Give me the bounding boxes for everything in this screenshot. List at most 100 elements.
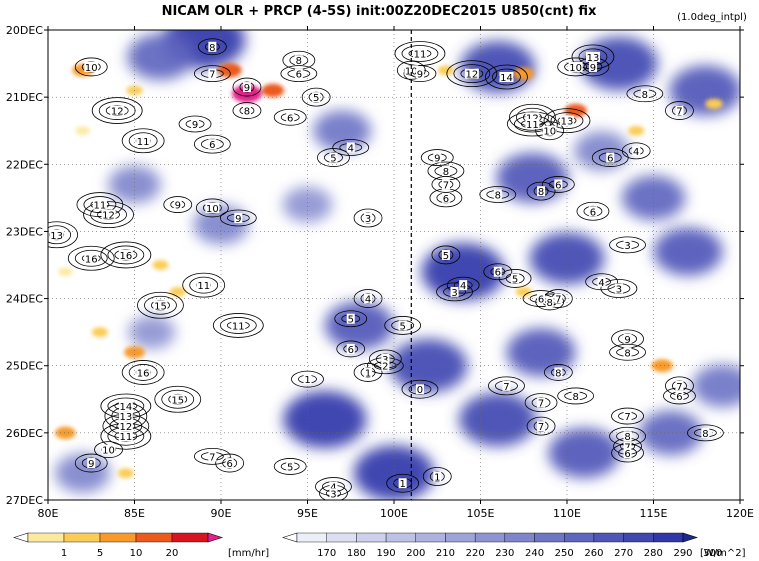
- contour-label-74: 3: [624, 241, 630, 252]
- u850-contour-64-1: [420, 149, 454, 166]
- olr-blob-21: [639, 410, 703, 456]
- u850-contour-44-1: [193, 447, 231, 465]
- contour-label-bg-44: [208, 451, 217, 462]
- contour-label-50: 11: [414, 50, 427, 61]
- u850-contour-98-1: [687, 424, 724, 442]
- contour-label-6: 8: [244, 107, 250, 118]
- x-tick-label-0: 80E: [38, 507, 59, 520]
- precip-colorbar-label-0: 1: [61, 548, 67, 559]
- u850-contour-49-1: [386, 473, 420, 493]
- u850-contour-16-1: [83, 196, 117, 213]
- precip-blob-12: [91, 327, 109, 337]
- u850-contour-45-1: [215, 453, 245, 473]
- contour-label-bg-20: [234, 213, 243, 223]
- contour-label-bg-9: [312, 92, 321, 103]
- u850-contour-15-1: [353, 208, 383, 228]
- contour-label-bg-84: [545, 296, 554, 307]
- contour-label-40: 12: [119, 422, 132, 433]
- x-tick-label-3: 95E: [297, 507, 318, 520]
- contour-label-78: 6: [495, 268, 501, 279]
- x-axis: 80E 85E 90E 95E 100E 105E 110E 115E 120E: [38, 26, 754, 520]
- contour-label-48: 3: [330, 489, 336, 500]
- u850-contour-46-1: [273, 458, 307, 475]
- olr-colorbar-end-low: [282, 532, 298, 543]
- u850-contour-53-2: [446, 60, 498, 88]
- u850-contour-11-2: [91, 97, 143, 124]
- precip-colorbar-label-1: 5: [97, 548, 103, 559]
- contour-label-45: 6: [226, 459, 232, 470]
- contour-label-27: 4: [365, 295, 371, 306]
- contour-label-7: 8: [296, 56, 302, 67]
- olr-colorbar-seg-8: [534, 532, 565, 543]
- u850-contour-58-1: [550, 112, 584, 130]
- contour-label-bg-14: [346, 142, 355, 153]
- contour-label-bg-79: [511, 273, 520, 284]
- u850-contour-14-1: [332, 139, 370, 156]
- u850-contour-66-1: [431, 176, 461, 193]
- contour-label-35: 0: [417, 385, 423, 396]
- contour-label-63: 7: [676, 107, 682, 118]
- u850-contour-1-1: [74, 57, 108, 77]
- contour-label-94: 7: [624, 412, 630, 423]
- contour-label-69: 8: [538, 187, 544, 198]
- precip-blob-15: [117, 468, 134, 478]
- precip-blob-14: [54, 426, 76, 440]
- contour-label-99: 1: [434, 473, 440, 484]
- u850-contour-22-2: [67, 245, 115, 271]
- contour-label-36: 16: [137, 368, 150, 379]
- contour-label-bg-13: [329, 152, 338, 163]
- u850-contour-5-1: [193, 134, 231, 154]
- contour-label-51: 10: [405, 66, 418, 77]
- contour-label-bg-89: [502, 380, 511, 391]
- contour-label-bg-73: [588, 206, 597, 217]
- u850-contour-86-1: [609, 343, 646, 361]
- contour-label-bg-18: [173, 199, 182, 210]
- precip-colorbar: 1 5 10 20: [13, 532, 223, 559]
- contour-label-bg-8: [294, 68, 303, 79]
- precip-blob-5: [437, 65, 455, 76]
- olr-blob-22: [692, 364, 740, 408]
- contour-label-bg-67: [441, 192, 450, 203]
- contour-label-bg-26: [231, 320, 246, 331]
- contour-label-bg-60: [585, 51, 600, 62]
- u850-contour-76-1: [446, 276, 480, 294]
- chart-title: NICAM OLR + PRCP (4-5S) init:00Z20DEC201…: [162, 4, 597, 19]
- u850-contour-24-2: [182, 272, 226, 298]
- u850-contour-26-2: [212, 313, 264, 338]
- olr-blob-2: [460, 41, 536, 93]
- u850-contour-25-2: [137, 291, 184, 319]
- contour-label-15: 3: [365, 214, 371, 225]
- u850-contour-68-1: [479, 186, 517, 203]
- olr-blob-24: [128, 315, 176, 350]
- contour-label-71: 6: [607, 154, 613, 165]
- contour-label-22: 16: [85, 254, 98, 265]
- contour-label-46: 5: [287, 462, 293, 473]
- contour-label-bg-27: [364, 293, 373, 304]
- olr-colorbar-end-high: [682, 532, 698, 543]
- contour-label-bg-31: [381, 354, 390, 364]
- contour-label-bg-43: [87, 458, 96, 469]
- contour-label-bg-95: [623, 431, 632, 442]
- u850-contour-55-2: [509, 103, 556, 131]
- u850-contour-17-2: [83, 201, 134, 229]
- u850-contour-36-2: [121, 360, 165, 385]
- contour-label-20: 9: [235, 214, 241, 225]
- contour-label-bg-16: [92, 199, 107, 210]
- contour-label-19: 10: [206, 204, 219, 215]
- contour-label-bg-76: [459, 280, 468, 291]
- u850-contour-94-1: [611, 407, 644, 425]
- contour-label-bg-97: [623, 448, 632, 458]
- contour-label-bg-32: [381, 360, 390, 371]
- contour-label-60: 13: [587, 53, 600, 64]
- contour-label-31: 3: [382, 355, 388, 366]
- contour-label-bg-58: [560, 115, 574, 126]
- contour-label-bg-88: [675, 390, 684, 401]
- u850-contour-24-1: [189, 276, 219, 294]
- y-tick-label-1: 21DEC: [6, 91, 43, 104]
- contour-label-9: 5: [313, 93, 319, 104]
- olr-colorbar-unit: [W/m^2]: [700, 548, 746, 559]
- contour-label-bg-15: [364, 213, 373, 223]
- u850-contour-75-1: [431, 245, 461, 265]
- contour-label-bg-98: [701, 427, 710, 438]
- precip-shading: [54, 63, 723, 478]
